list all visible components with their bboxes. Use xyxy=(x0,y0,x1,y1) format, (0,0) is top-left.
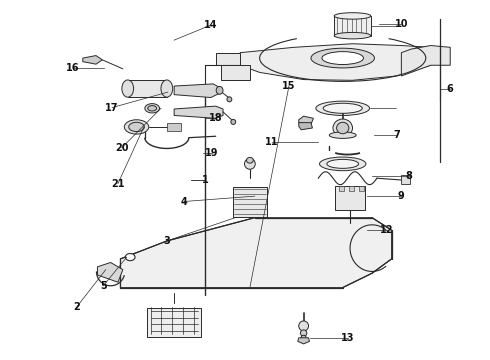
Bar xyxy=(359,186,364,191)
Text: 20: 20 xyxy=(115,143,128,153)
Ellipse shape xyxy=(246,157,253,163)
Text: 12: 12 xyxy=(380,225,393,235)
Text: 1: 1 xyxy=(201,175,208,185)
Text: 5: 5 xyxy=(100,281,107,291)
Ellipse shape xyxy=(299,321,309,331)
Text: 4: 4 xyxy=(180,197,187,207)
Polygon shape xyxy=(401,45,450,76)
Bar xyxy=(220,65,250,80)
Text: 13: 13 xyxy=(341,333,354,343)
Ellipse shape xyxy=(334,13,371,19)
Text: 21: 21 xyxy=(111,179,125,189)
Ellipse shape xyxy=(311,48,374,68)
Ellipse shape xyxy=(129,122,145,132)
Bar xyxy=(339,186,344,191)
Text: 19: 19 xyxy=(205,148,219,158)
Ellipse shape xyxy=(231,120,236,125)
Ellipse shape xyxy=(333,119,352,137)
Text: 18: 18 xyxy=(209,113,222,123)
Ellipse shape xyxy=(227,97,232,102)
Text: 7: 7 xyxy=(393,130,400,140)
Polygon shape xyxy=(174,106,223,118)
Text: 15: 15 xyxy=(282,81,296,91)
Text: 9: 9 xyxy=(398,191,405,201)
Bar xyxy=(335,186,365,211)
Ellipse shape xyxy=(145,104,159,113)
Bar xyxy=(128,80,167,97)
Ellipse shape xyxy=(245,158,255,169)
Ellipse shape xyxy=(161,80,172,97)
Text: 11: 11 xyxy=(265,138,279,147)
Ellipse shape xyxy=(319,157,366,171)
Bar xyxy=(401,175,410,184)
Ellipse shape xyxy=(327,159,359,168)
Text: 8: 8 xyxy=(405,171,412,181)
Text: 10: 10 xyxy=(394,19,408,29)
Ellipse shape xyxy=(124,120,149,134)
Polygon shape xyxy=(299,116,314,125)
Ellipse shape xyxy=(337,122,349,134)
Text: 17: 17 xyxy=(105,103,119,113)
Polygon shape xyxy=(240,44,431,80)
Ellipse shape xyxy=(334,32,371,39)
Bar xyxy=(334,16,371,36)
Text: 14: 14 xyxy=(204,20,218,30)
Polygon shape xyxy=(174,84,220,98)
Text: 2: 2 xyxy=(73,302,80,312)
Ellipse shape xyxy=(301,335,306,339)
Text: 6: 6 xyxy=(447,84,454,94)
Polygon shape xyxy=(167,123,181,131)
Bar xyxy=(349,186,354,191)
Polygon shape xyxy=(298,338,310,344)
Polygon shape xyxy=(299,123,313,130)
Polygon shape xyxy=(83,55,102,64)
Bar xyxy=(233,187,267,217)
Ellipse shape xyxy=(323,103,362,113)
Bar xyxy=(147,309,201,337)
Polygon shape xyxy=(216,53,240,65)
Text: 3: 3 xyxy=(164,236,170,246)
Ellipse shape xyxy=(216,86,223,94)
Polygon shape xyxy=(121,218,392,288)
Ellipse shape xyxy=(316,101,369,116)
Ellipse shape xyxy=(122,80,134,97)
Ellipse shape xyxy=(148,105,157,111)
Polygon shape xyxy=(98,262,123,282)
Ellipse shape xyxy=(329,132,356,138)
Ellipse shape xyxy=(322,51,364,64)
Ellipse shape xyxy=(125,253,135,261)
Text: 16: 16 xyxy=(66,63,80,73)
Ellipse shape xyxy=(300,330,307,336)
